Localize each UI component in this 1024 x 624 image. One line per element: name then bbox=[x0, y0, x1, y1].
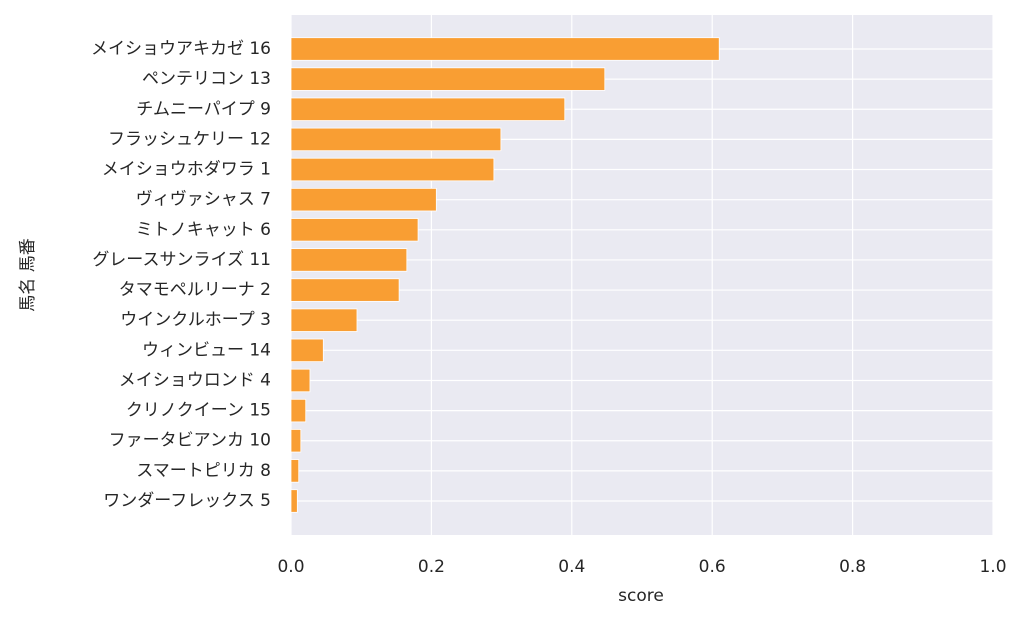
y-tick-label: メイショウアキカゼ 16 bbox=[91, 39, 271, 59]
y-tick-label: スマートピリカ 8 bbox=[136, 461, 271, 481]
bar bbox=[290, 218, 419, 242]
bar bbox=[290, 429, 302, 453]
bar bbox=[290, 308, 358, 332]
bar bbox=[290, 368, 311, 393]
bar bbox=[290, 187, 437, 212]
bar bbox=[290, 67, 606, 91]
bar bbox=[290, 248, 408, 272]
y-tick-label: ペンテリコン 13 bbox=[142, 69, 271, 89]
y-tick-label: フラッシュケリー 12 bbox=[108, 129, 271, 149]
y-tick-label: ヴィヴァシャス 7 bbox=[136, 190, 271, 210]
bar bbox=[290, 37, 720, 61]
y-axis-label: 馬名 馬番 bbox=[18, 238, 38, 311]
bar bbox=[290, 127, 502, 152]
y-tick-label: チムニーパイプ 9 bbox=[136, 99, 271, 119]
bar bbox=[290, 97, 566, 121]
y-tick-label: メイショウホダワラ 1 bbox=[102, 160, 271, 180]
bar bbox=[290, 459, 300, 483]
bar bbox=[290, 489, 298, 513]
bar bbox=[290, 398, 307, 423]
y-tick-label: ファータビアンカ 10 bbox=[109, 431, 271, 451]
x-tick-label: 0.0 bbox=[277, 557, 304, 577]
x-tick-label: 0.2 bbox=[418, 557, 445, 577]
y-tick-label: ミトノキャット 6 bbox=[136, 220, 271, 240]
x-axis-label: score bbox=[618, 586, 664, 606]
bar bbox=[290, 338, 324, 363]
y-tick-label: ワンダーフレックス 5 bbox=[103, 491, 271, 511]
y-tick-label: グレースサンライズ 11 bbox=[92, 250, 271, 270]
bar bbox=[290, 278, 400, 302]
x-tick-label: 0.8 bbox=[839, 557, 866, 577]
y-tick-label: クリノクイーン 15 bbox=[126, 401, 271, 421]
y-tick-label: ウインクルホープ 3 bbox=[120, 310, 271, 330]
x-tick-label: 1.0 bbox=[979, 557, 1006, 577]
bar bbox=[290, 157, 495, 182]
y-tick-label: メイショウロンド 4 bbox=[119, 370, 271, 390]
plot-area bbox=[291, 15, 993, 535]
x-tick-label: 0.6 bbox=[699, 557, 726, 577]
y-tick-label: ウィンビュー 14 bbox=[142, 340, 271, 360]
x-tick-label: 0.4 bbox=[558, 557, 585, 577]
y-tick-label: タマモペルリーナ 2 bbox=[119, 280, 271, 300]
